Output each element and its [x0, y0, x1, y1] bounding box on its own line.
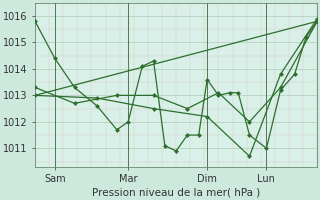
X-axis label: Pression niveau de la mer( hPa ): Pression niveau de la mer( hPa )	[92, 187, 260, 197]
